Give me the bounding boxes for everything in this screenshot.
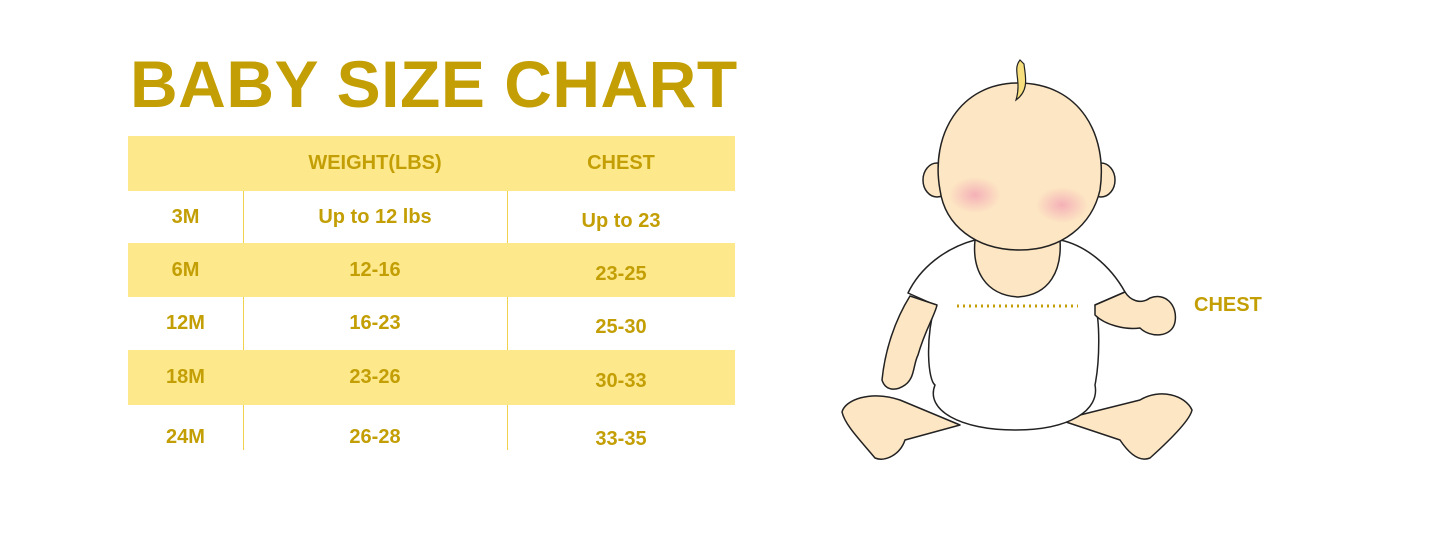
hair-curl — [1014, 59, 1027, 102]
weight-cell: 23-26 — [349, 366, 401, 388]
size-cell: 24M — [166, 426, 205, 448]
size-cell: 18M — [166, 366, 205, 388]
chest-label: CHEST — [1194, 294, 1262, 316]
weight-cell: 12-16 — [349, 258, 401, 281]
size-table: WEIGHT(LBS) CHEST 3M Up to 12 lbs Up to … — [128, 136, 735, 460]
left-arm — [881, 295, 938, 390]
weight-cell: 16-23 — [349, 312, 401, 334]
left-leg — [841, 395, 961, 460]
right-arm — [1094, 291, 1177, 336]
head — [937, 82, 1102, 251]
weight-cell: 26-28 — [349, 426, 401, 448]
table-row: 6M 12-16 23-25 — [128, 243, 735, 297]
page-title: BABY SIZE CHART — [130, 47, 738, 121]
table-row: 18M 23-26 30-33 — [128, 350, 735, 405]
weight-cell: Up to 12 lbs — [318, 205, 432, 228]
chest-cell: 23-25 — [595, 262, 647, 285]
neck — [973, 239, 1061, 298]
size-cell: 6M — [171, 258, 200, 281]
header-weight: WEIGHT(LBS) — [308, 152, 442, 174]
chest-cell: Up to 23 — [581, 209, 661, 232]
size-cell: 3M — [171, 205, 200, 228]
table-row: 24M 26-28 33-35 — [128, 405, 735, 460]
chest-cell: 25-30 — [595, 316, 647, 338]
table-row: 12M 16-23 25-30 — [128, 297, 735, 350]
table-header-row: WEIGHT(LBS) CHEST — [128, 136, 735, 191]
right-cheek — [1036, 187, 1088, 223]
chest-cell: 33-35 — [595, 428, 647, 450]
size-cell: 12M — [166, 312, 205, 334]
left-cheek — [949, 177, 1001, 213]
header-chest: CHEST — [587, 152, 655, 174]
table-row: 3M Up to 12 lbs Up to 23 — [128, 191, 735, 243]
right-leg — [1059, 393, 1193, 460]
chest-cell: 30-33 — [595, 370, 647, 392]
